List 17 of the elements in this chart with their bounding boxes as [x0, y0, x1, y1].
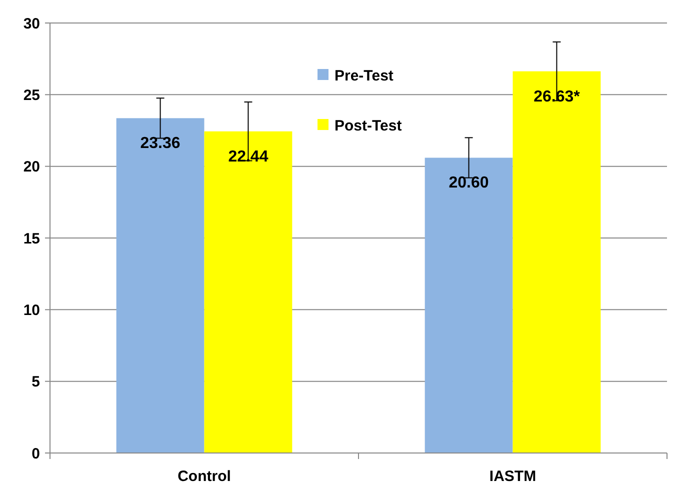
bar	[204, 131, 292, 453]
data-label: 23.36	[140, 135, 180, 152]
x-tick-label: Control	[178, 468, 231, 485]
y-tick-label: 15	[23, 230, 40, 248]
x-tick-label: IASTM	[489, 468, 536, 485]
legend-label: Pre-Test	[334, 67, 394, 84]
bar	[512, 71, 601, 453]
y-tick-label: 10	[23, 302, 40, 319]
y-tick-label: 25	[23, 86, 40, 104]
bar	[424, 158, 513, 453]
y-tick-label: 30	[23, 15, 40, 32]
legend-label: Post-Test	[334, 117, 402, 134]
y-tick-label: 20	[23, 158, 40, 176]
bar	[116, 118, 204, 453]
y-tick-label: 0	[32, 445, 40, 462]
data-label: 20.60	[448, 174, 489, 192]
y-tick-label: 5	[32, 374, 40, 391]
